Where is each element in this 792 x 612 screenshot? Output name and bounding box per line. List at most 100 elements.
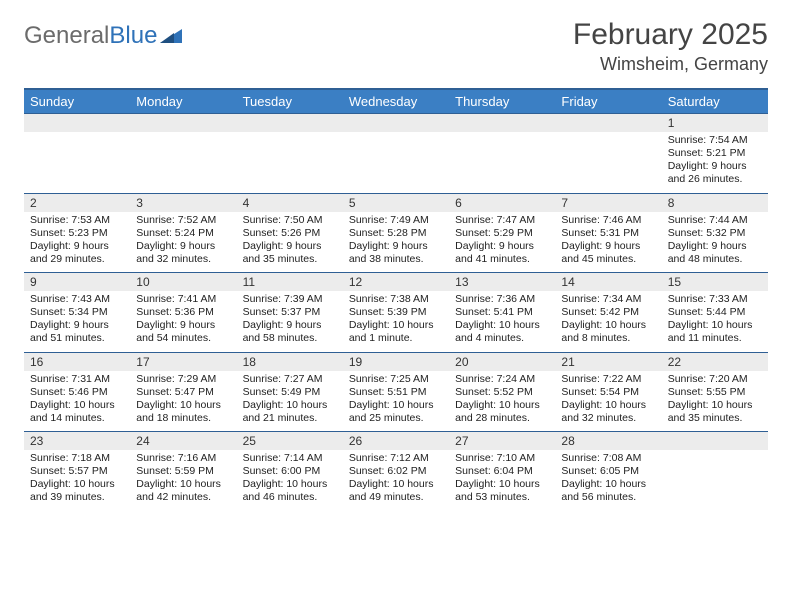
weekday-tue: Tuesday [237,90,343,113]
day-number: 15 [662,273,768,291]
calendar: Sunday Monday Tuesday Wednesday Thursday… [24,90,768,511]
day-body-row: Sunrise: 7:43 AM Sunset: 5:34 PM Dayligh… [24,291,768,352]
day-number: 24 [130,432,236,450]
day-cell [237,132,343,193]
day-number: 26 [343,432,449,450]
week-row: 2345678Sunrise: 7:53 AM Sunset: 5:23 PM … [24,193,768,273]
day-number [343,114,449,132]
day-number-row: 16171819202122 [24,353,768,371]
day-cell: Sunrise: 7:50 AM Sunset: 5:26 PM Dayligh… [237,212,343,273]
day-cell: Sunrise: 7:47 AM Sunset: 5:29 PM Dayligh… [449,212,555,273]
day-cell: Sunrise: 7:18 AM Sunset: 5:57 PM Dayligh… [24,450,130,511]
day-number: 3 [130,194,236,212]
day-number: 14 [555,273,661,291]
day-number [555,114,661,132]
week-row: 232425262728Sunrise: 7:18 AM Sunset: 5:5… [24,431,768,511]
day-body-row: Sunrise: 7:18 AM Sunset: 5:57 PM Dayligh… [24,450,768,511]
weeks-container: 1Sunrise: 7:54 AM Sunset: 5:21 PM Daylig… [24,113,768,511]
day-number: 20 [449,353,555,371]
day-cell [555,132,661,193]
weekday-header: Sunday Monday Tuesday Wednesday Thursday… [24,90,768,113]
day-number: 25 [237,432,343,450]
day-cell: Sunrise: 7:41 AM Sunset: 5:36 PM Dayligh… [130,291,236,352]
weekday-fri: Friday [555,90,661,113]
day-number: 5 [343,194,449,212]
weekday-sun: Sunday [24,90,130,113]
day-number: 17 [130,353,236,371]
day-number: 9 [24,273,130,291]
day-number: 18 [237,353,343,371]
day-cell: Sunrise: 7:27 AM Sunset: 5:49 PM Dayligh… [237,371,343,432]
day-number-row: 1 [24,114,768,132]
brand-part1: General [24,22,109,50]
day-number: 19 [343,353,449,371]
day-body-row: Sunrise: 7:53 AM Sunset: 5:23 PM Dayligh… [24,212,768,273]
day-cell [343,132,449,193]
day-number [449,114,555,132]
week-row: 1Sunrise: 7:54 AM Sunset: 5:21 PM Daylig… [24,113,768,193]
day-number: 2 [24,194,130,212]
day-cell: Sunrise: 7:14 AM Sunset: 6:00 PM Dayligh… [237,450,343,511]
day-cell: Sunrise: 7:46 AM Sunset: 5:31 PM Dayligh… [555,212,661,273]
day-number: 21 [555,353,661,371]
day-cell: Sunrise: 7:12 AM Sunset: 6:02 PM Dayligh… [343,450,449,511]
day-cell [130,132,236,193]
day-cell: Sunrise: 7:25 AM Sunset: 5:51 PM Dayligh… [343,371,449,432]
day-cell [449,132,555,193]
week-row: 9101112131415Sunrise: 7:43 AM Sunset: 5:… [24,272,768,352]
location-text: Wimsheim, Germany [573,54,768,75]
day-cell: Sunrise: 7:34 AM Sunset: 5:42 PM Dayligh… [555,291,661,352]
day-cell: Sunrise: 7:49 AM Sunset: 5:28 PM Dayligh… [343,212,449,273]
day-cell: Sunrise: 7:44 AM Sunset: 5:32 PM Dayligh… [662,212,768,273]
day-number: 22 [662,353,768,371]
day-number [130,114,236,132]
day-number: 1 [662,114,768,132]
day-number: 16 [24,353,130,371]
day-number-row: 9101112131415 [24,273,768,291]
day-number-row: 2345678 [24,194,768,212]
day-number: 13 [449,273,555,291]
day-number: 11 [237,273,343,291]
day-cell: Sunrise: 7:36 AM Sunset: 5:41 PM Dayligh… [449,291,555,352]
day-number [662,432,768,450]
day-cell [24,132,130,193]
day-body-row: Sunrise: 7:54 AM Sunset: 5:21 PM Dayligh… [24,132,768,193]
day-cell: Sunrise: 7:22 AM Sunset: 5:54 PM Dayligh… [555,371,661,432]
day-cell: Sunrise: 7:16 AM Sunset: 5:59 PM Dayligh… [130,450,236,511]
brand-logo: GeneralBlue [24,22,182,50]
day-number: 8 [662,194,768,212]
day-cell: Sunrise: 7:33 AM Sunset: 5:44 PM Dayligh… [662,291,768,352]
weekday-thu: Thursday [449,90,555,113]
day-cell [662,450,768,511]
weekday-sat: Saturday [662,90,768,113]
day-cell: Sunrise: 7:43 AM Sunset: 5:34 PM Dayligh… [24,291,130,352]
day-cell: Sunrise: 7:54 AM Sunset: 5:21 PM Dayligh… [662,132,768,193]
day-number-row: 232425262728 [24,432,768,450]
title-block: February 2025 Wimsheim, Germany [573,18,768,75]
day-cell: Sunrise: 7:52 AM Sunset: 5:24 PM Dayligh… [130,212,236,273]
day-number: 12 [343,273,449,291]
day-number: 6 [449,194,555,212]
weekday-wed: Wednesday [343,90,449,113]
day-number: 23 [24,432,130,450]
day-body-row: Sunrise: 7:31 AM Sunset: 5:46 PM Dayligh… [24,371,768,432]
day-cell: Sunrise: 7:39 AM Sunset: 5:37 PM Dayligh… [237,291,343,352]
day-number: 7 [555,194,661,212]
month-title: February 2025 [573,18,768,52]
day-cell: Sunrise: 7:20 AM Sunset: 5:55 PM Dayligh… [662,371,768,432]
day-cell: Sunrise: 7:38 AM Sunset: 5:39 PM Dayligh… [343,291,449,352]
day-number [24,114,130,132]
day-number [237,114,343,132]
day-number: 10 [130,273,236,291]
brand-part2: Blue [109,22,157,50]
header: GeneralBlue February 2025 Wimsheim, Germ… [0,0,792,88]
day-number: 27 [449,432,555,450]
day-number: 4 [237,194,343,212]
day-number: 28 [555,432,661,450]
brand-triangle-icon [160,22,182,50]
day-cell: Sunrise: 7:31 AM Sunset: 5:46 PM Dayligh… [24,371,130,432]
week-row: 16171819202122Sunrise: 7:31 AM Sunset: 5… [24,352,768,432]
day-cell: Sunrise: 7:10 AM Sunset: 6:04 PM Dayligh… [449,450,555,511]
day-cell: Sunrise: 7:08 AM Sunset: 6:05 PM Dayligh… [555,450,661,511]
day-cell: Sunrise: 7:53 AM Sunset: 5:23 PM Dayligh… [24,212,130,273]
